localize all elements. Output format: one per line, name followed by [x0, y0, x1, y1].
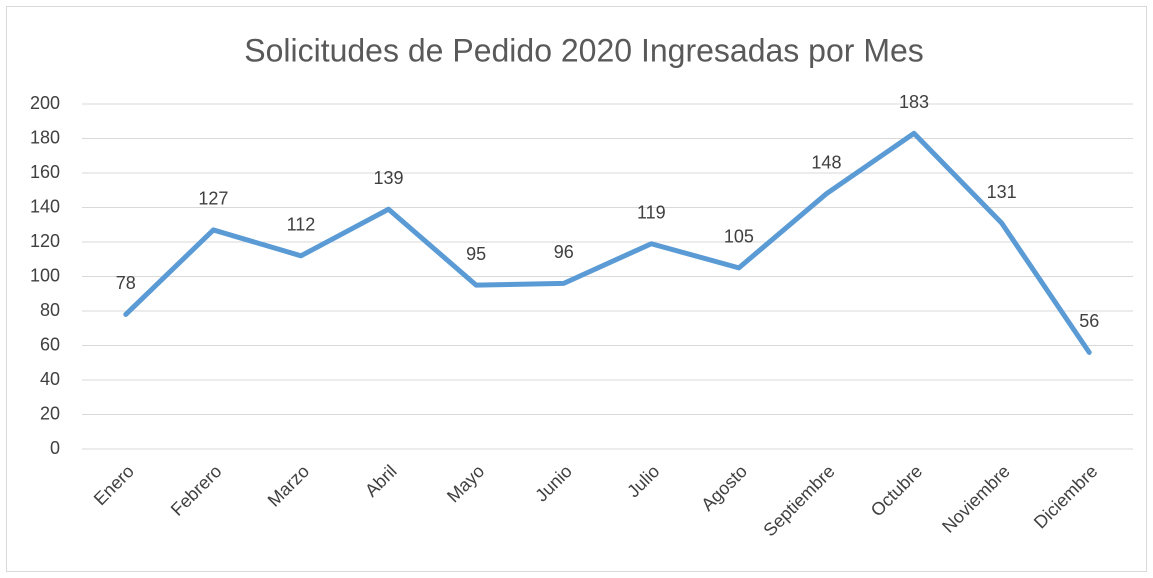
data-label: 56: [1079, 311, 1099, 331]
chart-border: [6, 6, 1147, 572]
data-label: 139: [374, 168, 404, 188]
y-tick-label: 180: [30, 127, 60, 147]
y-tick-label: 0: [50, 438, 60, 458]
data-label: 127: [198, 189, 228, 209]
data-label: 95: [466, 244, 486, 264]
y-tick-label: 80: [40, 300, 60, 320]
y-tick-label: 140: [30, 196, 60, 216]
series-line: [123, 130, 1092, 355]
data-label: 119: [637, 202, 666, 222]
data-label: 183: [899, 92, 929, 112]
y-tick-label: 60: [40, 334, 60, 354]
chart-title: Solicitudes de Pedido 2020 Ingresadas po…: [244, 32, 924, 68]
y-tick-label: 40: [40, 369, 60, 389]
data-label: 131: [987, 182, 1017, 202]
y-tick-label: 20: [40, 403, 60, 423]
y-tick-label: 100: [30, 265, 60, 285]
y-tick-label: 200: [30, 93, 60, 113]
data-label: 105: [724, 227, 754, 247]
data-label: 148: [811, 152, 841, 172]
y-tick-label: 120: [30, 231, 60, 251]
data-label: 112: [287, 215, 316, 235]
data-label: 78: [116, 273, 136, 293]
data-label: 96: [554, 242, 574, 262]
y-tick-label: 160: [30, 162, 60, 182]
